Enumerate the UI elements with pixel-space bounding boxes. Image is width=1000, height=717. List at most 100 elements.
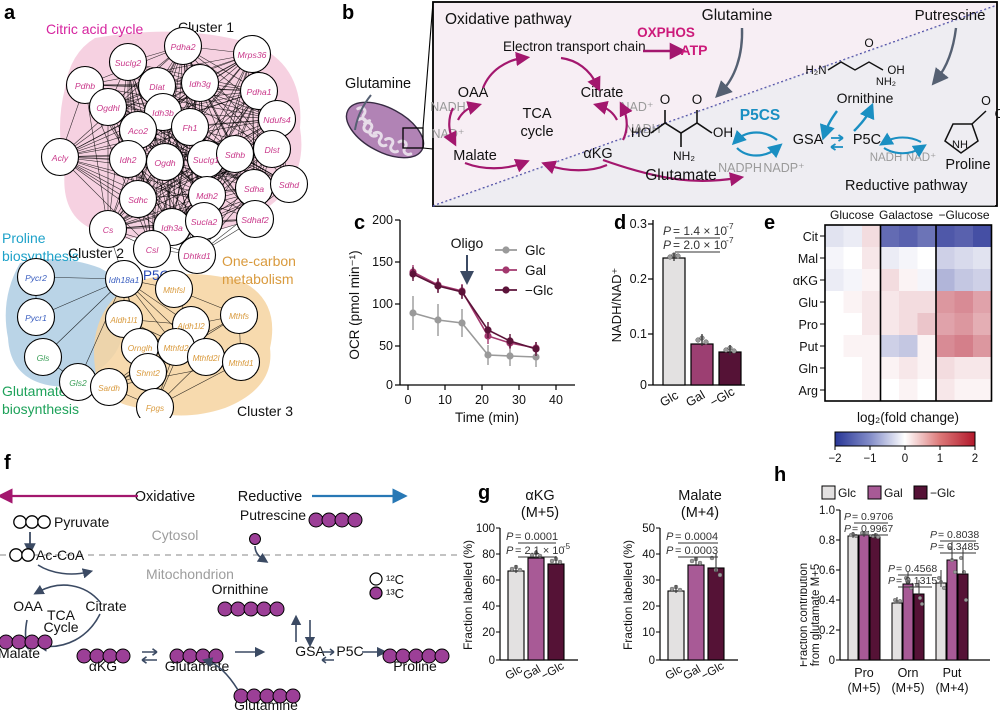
svg-text:= 0.0001: = 0.0001 [515,531,558,543]
svg-text:0: 0 [640,378,647,392]
svg-text:60: 60 [482,575,495,587]
svg-text:P: P [844,511,851,523]
svg-text:(M+4): (M+4) [936,681,969,695]
svg-text:−Glc: −Glc [708,384,738,409]
svg-text:−Glc: −Glc [930,486,955,500]
svg-text:Reductive: Reductive [238,489,302,505]
svg-text:= 0.4568: = 0.4568 [896,563,937,575]
svg-text:Shmt2: Shmt2 [136,369,160,378]
svg-text:Sdhd: Sdhd [279,180,300,190]
svg-text:= 2.1 × 10: = 2.1 × 10 [515,545,565,557]
svg-text:(M+5): (M+5) [521,505,559,521]
svg-text:0.2: 0.2 [630,272,647,286]
svg-text:Ogdhl: Ogdhl [96,103,120,113]
svg-text:Aldh1l2: Aldh1l2 [176,322,205,331]
svg-text:OH: OH [713,125,733,140]
svg-text:GSA: GSA [295,643,325,659]
svg-text:NH₂: NH₂ [876,76,896,88]
svg-text:0: 0 [489,655,495,667]
svg-text:Glutamine: Glutamine [345,76,411,92]
svg-text:Fraction labelled (%): Fraction labelled (%) [621,540,635,650]
svg-text:Cytosol: Cytosol [152,527,199,543]
svg-text:Suclg2: Suclg2 [115,58,142,68]
svg-text:10: 10 [642,627,655,639]
svg-text:−Glucose: −Glucose [938,210,989,222]
svg-text:HO: HO [631,125,651,140]
svg-text:1.0: 1.0 [819,505,835,517]
svg-text:20: 20 [475,393,489,407]
svg-text:20: 20 [642,601,655,613]
svg-text:log₂(fold change): log₂(fold change) [857,410,959,425]
svg-text:Pro: Pro [799,318,819,332]
svg-text:20: 20 [482,627,495,639]
svg-text:−Glc: −Glc [540,660,567,683]
svg-text:Ornglh: Ornglh [128,344,153,353]
svg-text:cycle: cycle [520,124,553,140]
svg-text:Cycle: Cycle [43,619,78,635]
svg-text:NAD⁺: NAD⁺ [906,152,936,164]
svg-text:Pycr1: Pycr1 [25,313,47,323]
svg-text:Fraction labelled (%): Fraction labelled (%) [461,540,475,650]
svg-text:Glutamate: Glutamate [645,167,717,184]
svg-text:-7: -7 [726,235,734,245]
svg-text:200: 200 [372,213,393,227]
svg-text:Aco2: Aco2 [127,126,148,136]
svg-text:Gls2: Gls2 [69,378,87,388]
svg-text:Sdha: Sdha [244,184,264,194]
svg-text:O: O [660,92,671,107]
svg-text:Cit: Cit [803,230,819,244]
svg-text:Oxidative: Oxidative [135,489,195,505]
svg-text:0: 0 [902,453,908,465]
svg-text:from glutamate M+5: from glutamate M+5 [810,564,822,667]
svg-text:Citric acid cycle: Citric acid cycle [46,21,143,37]
svg-text:Suclg1: Suclg1 [193,155,220,165]
svg-text:One-carbon: One-carbon [222,253,296,269]
svg-text:Gln: Gln [799,362,819,376]
svg-text:P: P [666,531,674,543]
svg-text:0: 0 [386,378,393,392]
svg-text:= 0.3485: = 0.3485 [938,541,979,553]
svg-text:Citrate: Citrate [85,598,126,614]
svg-text:Fh1: Fh1 [183,123,198,133]
svg-text:NH: NH [952,139,968,151]
svg-text:−2: −2 [828,453,841,465]
svg-text:Idh18a1: Idh18a1 [109,275,140,285]
svg-text:Citrate: Citrate [581,85,624,101]
svg-text:OH: OH [995,107,1000,121]
svg-text:0.1: 0.1 [630,327,647,341]
svg-text:Glc: Glc [658,388,681,409]
svg-text:TCA: TCA [523,106,552,122]
svg-text:(M+4): (M+4) [681,505,719,521]
svg-text:Malate: Malate [678,488,722,504]
svg-text:Mdh2: Mdh2 [196,191,218,201]
svg-text:Sucla2: Sucla2 [191,217,218,227]
svg-text:= 0.0003: = 0.0003 [675,545,718,557]
svg-text:Gal: Gal [525,263,546,278]
svg-text:1: 1 [937,453,943,465]
svg-text:Put: Put [943,666,962,680]
svg-text:Pdhb: Pdhb [75,81,95,91]
svg-text:Time (min): Time (min) [455,410,519,425]
svg-text:(M+5): (M+5) [892,681,925,695]
svg-text:biosynthesis: biosynthesis [2,401,79,417]
svg-text:-5: -5 [563,542,571,551]
svg-text:Reductive pathway: Reductive pathway [845,178,968,194]
svg-text:Mal: Mal [798,252,818,266]
svg-text:P: P [930,529,937,541]
svg-text:P: P [888,563,895,575]
svg-text:P5C: P5C [336,643,363,659]
svg-text:Gal: Gal [684,388,708,410]
svg-text:Sdhaf2: Sdhaf2 [241,215,269,225]
svg-text:10: 10 [438,393,452,407]
svg-text:metabolism: metabolism [222,271,294,287]
svg-text:P: P [844,523,851,535]
svg-text:Proline: Proline [393,658,437,674]
svg-text:Glc: Glc [525,243,546,258]
svg-text:Ornithine: Ornithine [837,90,894,106]
svg-text:Dhtkd1: Dhtkd1 [183,251,211,261]
svg-text:OAA: OAA [13,598,43,614]
svg-text:P5C: P5C [853,132,881,148]
svg-text:Gls: Gls [37,353,51,363]
svg-text:30: 30 [512,393,526,407]
svg-text:0.3: 0.3 [630,217,647,231]
